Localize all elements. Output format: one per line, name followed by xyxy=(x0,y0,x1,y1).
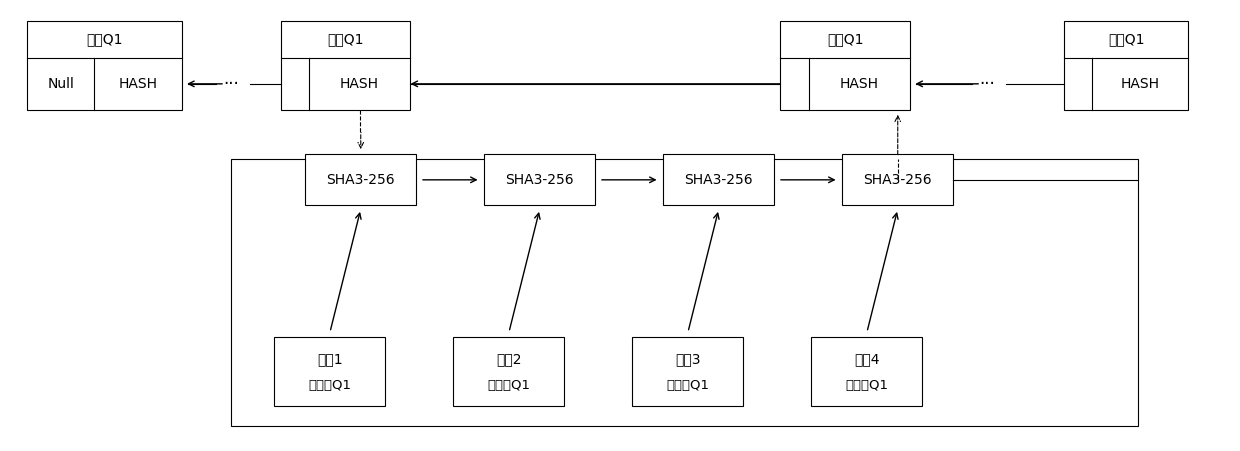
Text: 消息1: 消息1 xyxy=(317,352,342,366)
Bar xyxy=(811,337,923,406)
Bar xyxy=(780,21,910,110)
Text: 队列：Q1: 队列：Q1 xyxy=(309,379,351,391)
Text: SHA3-256: SHA3-256 xyxy=(684,173,753,187)
Text: SHA3-256: SHA3-256 xyxy=(863,173,932,187)
Bar xyxy=(842,154,954,206)
Text: 消息4: 消息4 xyxy=(854,352,879,366)
Bar xyxy=(454,337,564,406)
Text: 消息3: 消息3 xyxy=(675,352,701,366)
Bar xyxy=(280,21,410,110)
Bar xyxy=(231,159,1138,426)
Bar xyxy=(484,154,595,206)
Text: Null: Null xyxy=(47,77,74,91)
Text: HASH: HASH xyxy=(1120,77,1159,91)
Text: 队列Q1: 队列Q1 xyxy=(327,32,363,46)
Text: 队列：Q1: 队列：Q1 xyxy=(487,379,531,391)
Text: 队列Q1: 队列Q1 xyxy=(827,32,863,46)
Text: ···: ··· xyxy=(223,75,239,93)
Text: SHA3-256: SHA3-256 xyxy=(326,173,396,187)
Text: HASH: HASH xyxy=(118,77,157,91)
Text: 队列Q1: 队列Q1 xyxy=(87,32,123,46)
Text: SHA3-256: SHA3-256 xyxy=(506,173,574,187)
Bar xyxy=(305,154,417,206)
Text: ···: ··· xyxy=(980,75,996,93)
Text: 队列：Q1: 队列：Q1 xyxy=(666,379,709,391)
Text: 队列：Q1: 队列：Q1 xyxy=(846,379,888,391)
Text: HASH: HASH xyxy=(839,77,879,91)
Bar xyxy=(27,21,182,110)
Bar xyxy=(1064,21,1188,110)
Bar xyxy=(274,337,386,406)
Text: HASH: HASH xyxy=(340,77,379,91)
Bar xyxy=(632,337,744,406)
Text: 队列Q1: 队列Q1 xyxy=(1107,32,1145,46)
Bar xyxy=(663,154,774,206)
Text: 消息2: 消息2 xyxy=(496,352,522,366)
